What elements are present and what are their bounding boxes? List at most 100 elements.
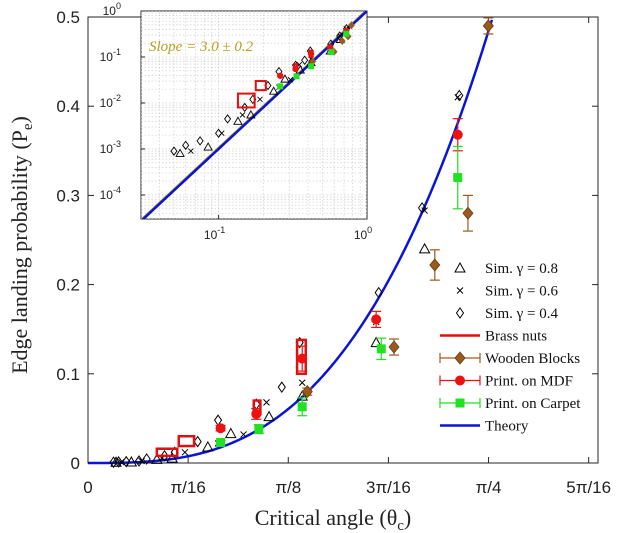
inset-y-tick-exp: -3 bbox=[113, 139, 121, 149]
inset-data-point bbox=[203, 142, 213, 151]
inset-data-point bbox=[276, 72, 284, 79]
inset-y-tick-label: 10-3 bbox=[100, 139, 121, 156]
inset-data-point bbox=[338, 37, 346, 46]
data-point bbox=[376, 344, 386, 354]
legend-swatch-marker bbox=[455, 375, 465, 386]
inset-data-point bbox=[233, 116, 243, 125]
inset-series-6 bbox=[277, 30, 350, 90]
inset-y-tick-base: 10 bbox=[100, 50, 114, 64]
legend-label: Sim. γ = 0.6 bbox=[485, 284, 559, 300]
inset-y-tick-label: 10-4 bbox=[100, 185, 121, 202]
inset-brass-box bbox=[236, 92, 256, 109]
legend-label: Brass nuts bbox=[485, 329, 547, 345]
inset-data-point bbox=[268, 86, 279, 95]
data-point bbox=[240, 431, 247, 438]
data-point bbox=[301, 385, 313, 399]
inset-y-tick-label: 10-2 bbox=[100, 93, 121, 110]
legend-label: Theory bbox=[485, 419, 529, 435]
y-tick-label: 0.5 bbox=[56, 8, 80, 27]
inset-y-tick-base: 10 bbox=[103, 4, 117, 18]
legend-swatch-marker bbox=[455, 398, 465, 408]
inset-y-tick-base: 10 bbox=[100, 96, 114, 110]
data-point bbox=[125, 455, 138, 467]
y-axis-title-sub: e bbox=[20, 123, 36, 130]
inset-data-point bbox=[347, 21, 355, 30]
data-point bbox=[134, 455, 144, 467]
inset-data-point bbox=[277, 83, 284, 90]
y-tick-label: 0.2 bbox=[56, 276, 80, 295]
inset-content bbox=[141, 11, 367, 219]
data-point bbox=[418, 242, 431, 254]
inset-data-point bbox=[246, 110, 256, 119]
inset-data-point bbox=[280, 74, 290, 83]
inset-data-point bbox=[287, 76, 294, 83]
data-point bbox=[455, 89, 464, 102]
inset-data-point bbox=[175, 148, 185, 157]
data-point bbox=[114, 456, 123, 468]
inset-x-tick-exp: 0 bbox=[367, 225, 372, 235]
inset-data-point bbox=[182, 140, 190, 151]
legend-label: Print. on Carpet bbox=[485, 396, 581, 412]
series-6 bbox=[215, 145, 463, 447]
legend-swatch-marker bbox=[456, 287, 464, 294]
inset-data-point bbox=[170, 146, 178, 156]
y-tick-label: 0.4 bbox=[56, 97, 80, 116]
data-point bbox=[122, 455, 131, 468]
inset-data-point bbox=[307, 50, 315, 58]
inset-data-point bbox=[301, 55, 309, 65]
data-point bbox=[417, 202, 427, 214]
data-point bbox=[371, 314, 382, 325]
inset-data-point bbox=[239, 112, 246, 118]
legend-label: Wooden Blocks bbox=[485, 351, 580, 367]
data-point bbox=[160, 449, 169, 462]
inset-data-point bbox=[308, 63, 315, 70]
y-tick-label: 0.3 bbox=[56, 186, 80, 205]
x-tick-label: 3π/16 bbox=[366, 478, 411, 497]
data-point bbox=[297, 353, 308, 364]
x-axis-title-sub: c bbox=[397, 518, 404, 533]
inset-y-tick-label: 100 bbox=[103, 1, 121, 18]
data-point bbox=[263, 398, 270, 406]
slope-annotation: Slope = 3.0 ± 0.2 bbox=[149, 39, 254, 55]
inset-x-tick-base: 10 bbox=[204, 228, 218, 242]
inset-x-tick-base: 10 bbox=[354, 228, 368, 242]
data-point bbox=[462, 206, 474, 220]
data-point bbox=[110, 456, 122, 467]
legend-swatch-marker bbox=[454, 351, 466, 365]
data-point bbox=[254, 424, 264, 434]
series-4 bbox=[301, 17, 494, 399]
brass-nuts-box bbox=[177, 434, 196, 448]
data-point bbox=[298, 379, 306, 387]
data-point bbox=[151, 453, 163, 464]
data-point bbox=[429, 258, 441, 272]
x-axis-title-main: Critical angle (θ bbox=[255, 505, 397, 530]
inset-data-point bbox=[224, 114, 232, 124]
legend-label: Print. on MDF bbox=[485, 374, 573, 390]
inset-data-point bbox=[328, 49, 335, 56]
data-point bbox=[224, 427, 237, 439]
data-point bbox=[215, 423, 226, 434]
inset-data-point bbox=[292, 65, 299, 73]
data-point bbox=[263, 410, 275, 422]
y-tick-label: 0 bbox=[71, 454, 80, 473]
x-axis-title-end: ) bbox=[404, 505, 411, 530]
legend: Sim. γ = 0.8 Sim. γ = 0.6 Sim. γ = 0.4 Bras… bbox=[439, 261, 581, 435]
inset-data-point bbox=[196, 136, 204, 146]
data-point bbox=[388, 340, 400, 354]
inset-x-tick-exp: -1 bbox=[217, 225, 225, 235]
inset-data-point bbox=[257, 96, 263, 103]
inset-y-tick-exp: -1 bbox=[113, 47, 121, 57]
inset-data-point bbox=[188, 148, 194, 154]
x-tick-label: 0 bbox=[83, 478, 92, 497]
data-point bbox=[452, 129, 463, 140]
y-axis-title-end: ) bbox=[7, 116, 32, 123]
inset-x-tick-label: 100 bbox=[354, 225, 372, 242]
x-axis-title: Critical angle (θc) bbox=[255, 505, 411, 533]
x-tick-label: π/4 bbox=[476, 478, 502, 497]
inset-y-tick-exp: -4 bbox=[113, 185, 121, 195]
data-point bbox=[117, 458, 125, 466]
series-3 bbox=[155, 338, 308, 458]
y-axis-title: Edge landing probability (Pe) bbox=[7, 116, 36, 374]
inset-data-point bbox=[241, 102, 249, 113]
inset-data-point bbox=[293, 73, 300, 80]
